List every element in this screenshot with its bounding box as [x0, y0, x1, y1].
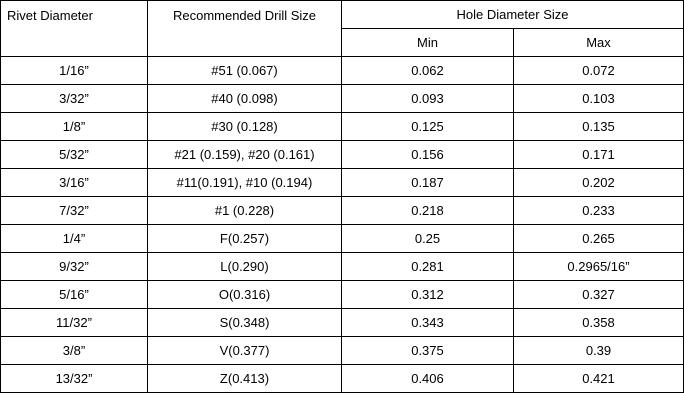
table-cell: 0.103: [513, 84, 684, 113]
table-cell: #1 (0.228): [147, 196, 342, 225]
table-cell: 9/32”: [0, 252, 148, 281]
table-cell: 0.265: [513, 224, 684, 253]
table-cell: Z(0.413): [147, 364, 342, 393]
table-cell: 1/16”: [0, 56, 148, 85]
header-cell: Rivet Diameter: [0, 0, 148, 57]
table-cell: 0.202: [513, 168, 684, 197]
header-row: Rivet Diameter Recommended Drill Size Ho…: [0, 0, 684, 57]
table-cell: 0.171: [513, 140, 684, 169]
table-cell: 3/32”: [0, 84, 148, 113]
table-cell: 0.25: [341, 224, 514, 253]
table-cell: S(0.348): [147, 308, 342, 337]
table-cell: 5/16”: [0, 280, 148, 309]
table-cell: 13/32”: [0, 364, 148, 393]
table-cell: 3/8”: [0, 336, 148, 365]
header-cell: Min: [341, 28, 514, 57]
table-cell: 0.375: [341, 336, 514, 365]
table-cell: #30 (0.128): [147, 112, 342, 141]
table-cell: 0.125: [341, 112, 514, 141]
table-cell: 11/32”: [0, 308, 148, 337]
table-cell: #11(0.191), #10 (0.194): [147, 168, 342, 197]
data-row: 3/16” #11(0.191), #10 (0.194) 0.187 0.202: [0, 168, 684, 197]
table-cell: 0.421: [513, 364, 684, 393]
header-cell: Recommended Drill Size: [147, 0, 342, 57]
header-cell: Max: [513, 28, 684, 57]
table-cell: 0.39: [513, 336, 684, 365]
data-row: 1/16” #51 (0.067) 0.062 0.072: [0, 56, 684, 85]
table-cell: F(0.257): [147, 224, 342, 253]
table-cell: L(0.290): [147, 252, 342, 281]
data-row: 3/8” V(0.377) 0.375 0.39: [0, 336, 684, 365]
data-row: 11/32” S(0.348) 0.343 0.358: [0, 308, 684, 337]
table-cell: #21 (0.159), #20 (0.161): [147, 140, 342, 169]
table-cell: 7/32”: [0, 196, 148, 225]
table-cell: 0.156: [341, 140, 514, 169]
data-row: 5/16” O(0.316) 0.312 0.327: [0, 280, 684, 309]
table-cell: 3/16”: [0, 168, 148, 197]
table-cell: 0.233: [513, 196, 684, 225]
table-cell: 5/32”: [0, 140, 148, 169]
table-cell: 0.2965/16”: [513, 252, 684, 281]
data-row: 9/32” L(0.290) 0.281 0.2965/16”: [0, 252, 684, 281]
table-cell: 0.072: [513, 56, 684, 85]
table-cell: 0.218: [341, 196, 514, 225]
table-cell: O(0.316): [147, 280, 342, 309]
data-row: 3/32” #40 (0.098) 0.093 0.103: [0, 84, 684, 113]
table-cell: 0.281: [341, 252, 514, 281]
table-cell: 0.135: [513, 112, 684, 141]
data-row: 1/4” F(0.257) 0.25 0.265: [0, 224, 684, 253]
table-cell: 0.062: [341, 56, 514, 85]
table-cell: 0.093: [341, 84, 514, 113]
header-row: Min Max: [1, 28, 684, 57]
data-row: 13/32” Z(0.413) 0.406 0.421: [0, 364, 684, 393]
table-cell: 0.327: [513, 280, 684, 309]
table-cell: 0.406: [341, 364, 514, 393]
data-row: 1/8” #30 (0.128) 0.125 0.135: [0, 112, 684, 141]
table-cell: #51 (0.067): [147, 56, 342, 85]
table-cell: 0.187: [341, 168, 514, 197]
table-cell: 0.343: [341, 308, 514, 337]
drill-table: Rivet Diameter Recommended Drill Size Ho…: [0, 0, 684, 393]
table-cell: 1/8”: [0, 112, 148, 141]
table-cell: 0.312: [341, 280, 514, 309]
table-cell: #40 (0.098): [147, 84, 342, 113]
table-cell: V(0.377): [147, 336, 342, 365]
header-cell: Hole Diameter Size: [341, 0, 684, 29]
table-cell: 0.358: [513, 308, 684, 337]
table-cell: 1/4”: [0, 224, 148, 253]
data-row: 7/32” #1 (0.228) 0.218 0.233: [0, 196, 684, 225]
data-row: 5/32” #21 (0.159), #20 (0.161) 0.156 0.171: [0, 140, 684, 169]
